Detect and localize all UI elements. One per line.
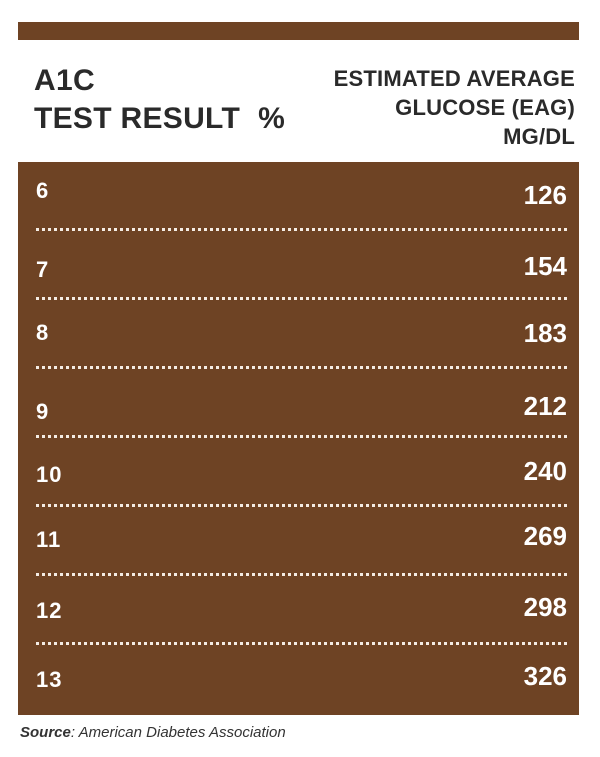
a1c-column-header: A1C TEST RESULT%: [34, 62, 285, 138]
row-divider: [36, 228, 567, 231]
table-row: 12 298: [18, 576, 579, 645]
a1c-value: 13: [36, 667, 63, 692]
row-divider: [36, 366, 567, 369]
table-row: 6 126: [18, 162, 579, 231]
eag-value: 154: [523, 251, 567, 281]
eag-value: 212: [523, 391, 567, 421]
source-label: Source: [20, 724, 71, 741]
source-note: Source: American Diabetes Association: [20, 724, 286, 741]
row-divider: [36, 573, 567, 576]
eag-value: 240: [523, 456, 567, 486]
eag-header-line3: MG/DL: [503, 124, 575, 149]
table-row: 10 240: [18, 438, 579, 507]
a1c-value: 6: [36, 178, 50, 203]
source-separator: :: [70, 724, 76, 741]
table-row: 8 183: [18, 300, 579, 369]
a1c-value: 10: [36, 462, 63, 487]
table-row: 7 154: [18, 231, 579, 300]
eag-value: 183: [523, 318, 567, 348]
row-divider: [36, 297, 567, 300]
a1c-header-line2: TEST RESULT: [34, 102, 241, 135]
row-divider: [36, 435, 567, 438]
eag-column-header: ESTIMATED AVERAGE GLUCOSE (EAG) MG/DL: [334, 64, 575, 151]
table-row: 11 269: [18, 507, 579, 576]
a1c-value: 11: [36, 527, 62, 552]
eag-value: 269: [523, 521, 567, 551]
a1c-value: 9: [36, 399, 50, 424]
a1c-value: 12: [36, 598, 63, 623]
table-row: 13 326: [18, 645, 579, 715]
a1c-header-line2-wrap: TEST RESULT%: [34, 100, 285, 138]
eag-header-line2: GLUCOSE (EAG): [395, 95, 575, 120]
eag-value: 126: [523, 180, 567, 210]
eag-value: 298: [523, 592, 567, 622]
a1c-value: 8: [36, 320, 50, 345]
a1c-value: 7: [36, 257, 50, 282]
table-header: A1C TEST RESULT% ESTIMATED AVERAGE GLUCO…: [18, 40, 579, 162]
row-divider: [36, 642, 567, 645]
eag-header-line1: ESTIMATED AVERAGE: [333, 66, 575, 91]
top-accent-bar: [18, 22, 579, 40]
table-row: 9 212: [18, 369, 579, 438]
eag-value: 326: [523, 661, 567, 691]
a1c-header-unit: %: [258, 102, 286, 135]
conversion-table-body: 6 126 7 154 8 183 9 212 10 240 11 269: [18, 162, 579, 715]
a1c-header-line1: A1C: [34, 64, 95, 97]
row-divider: [36, 504, 567, 507]
source-text: American Diabetes Association: [75, 724, 286, 741]
